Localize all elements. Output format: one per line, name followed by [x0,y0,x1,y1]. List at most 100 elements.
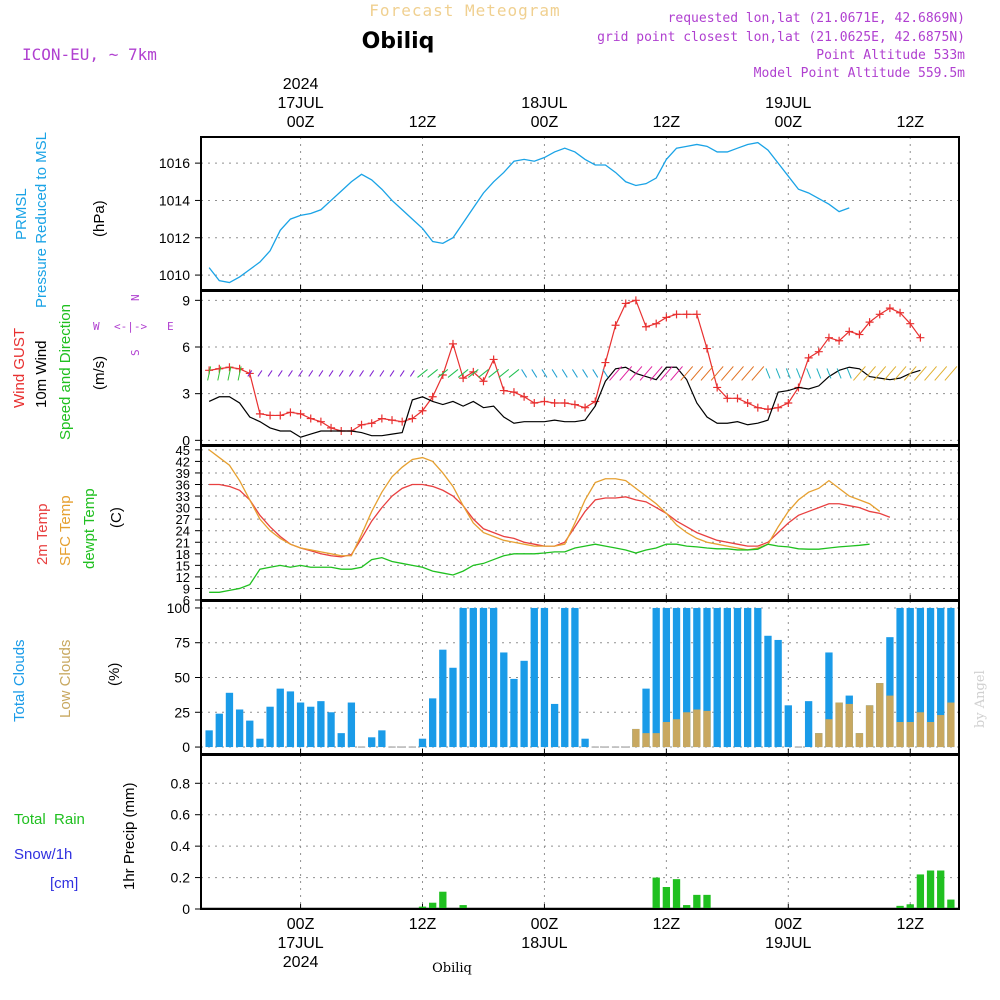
gust-marker [733,394,742,403]
rain-bar [439,891,447,909]
low-cloud-bar [926,722,935,748]
wind-arrow [751,366,765,381]
low-clouds-label: Low Clouds [57,640,74,718]
y-tick-label: 3 [182,386,190,402]
wind-arrow [551,369,558,378]
wind-arrow [700,366,714,381]
low-cloud-bar [825,719,833,748]
total-clouds-label: Total Clouds [11,639,28,722]
total-cloud-bar [804,701,813,748]
wind-arrow [853,366,866,381]
wind-arrow [478,369,489,378]
total-cloud-bar [703,607,711,748]
gust-marker [459,374,468,383]
top-time-label: 17JUL [277,95,323,112]
wind-arrow [267,370,273,377]
low-cloud-bar [703,710,711,748]
y-tick-label: 24 [176,524,190,539]
total-cloud-bar [937,607,945,748]
compass-south: S [129,349,142,356]
low-cloud-bar [896,722,904,748]
wind-arrow [437,369,449,378]
total-cloud-bar [672,607,681,748]
wind-arrow [765,368,771,379]
y-tick-label: 30 [176,501,190,516]
total-cloud-bar [916,607,925,748]
gust-marker [388,416,397,425]
gust-marker [875,310,884,319]
y-tick-label: 6 [183,593,190,608]
wind-arrow [934,366,948,381]
wind-arrow [883,366,897,381]
rain-bar [926,870,935,909]
product-title: Forecast Meteogram [369,1,560,20]
gust-marker [448,339,457,348]
low-cloud-bar [855,733,864,748]
panel-precipitation: 0 0.2 0.4 0.6 0.8 [171,754,960,917]
gust-marker [530,399,539,407]
wind-arrow [863,366,876,381]
low-cloud-bar [662,722,671,748]
wind-arrow [741,366,755,381]
wind-arrow [670,366,683,381]
y-tick-label: 33 [176,489,190,504]
wind-arrow [379,370,385,377]
total-cloud-bar [266,706,274,748]
gust-marker [367,419,376,428]
gust-marker [581,403,590,412]
temp-2m-label: 2m Temp [34,504,51,565]
gust-marker [672,310,681,319]
total-cloud-bar [581,738,589,748]
wind-arrow [680,366,694,381]
gust-marker [784,399,793,407]
wind-arrow [369,370,375,377]
total-cloud-bar [510,678,518,748]
model-name: ICON-EU, ~ 7km [22,45,157,64]
wind-arrow [659,366,673,381]
total-cloud-bar [337,733,345,748]
pressure-line [208,141,850,284]
rain-bar [703,894,711,909]
pressure-unit: (hPa) [91,200,108,237]
wind-arrow [247,370,253,377]
model-altitude: Model Point Altitude 559.5m [754,66,965,81]
gust-marker [255,409,264,418]
top-time-label: 12Z [653,114,681,131]
total-cloud-bar [276,688,284,748]
gust-marker [682,310,691,319]
wind-dir-label: Speed and Direction [57,304,74,440]
wind-arrow [619,366,633,381]
total-cloud-bar [723,607,731,748]
wind-arrow [359,370,364,377]
low-cloud-bar [865,705,874,748]
total-cloud-bar [550,703,559,748]
gust-marker [692,310,701,319]
gust-marker [266,411,275,420]
low-cloud-bar [835,702,843,748]
total-cloud-bar [459,607,467,748]
total-cloud-bar [368,737,376,748]
total-cloud-bar [205,730,213,748]
gust-marker [479,377,488,386]
top-time-label: 00Z [531,114,559,131]
gust-marker [885,304,894,313]
temp-line-2 [209,543,870,593]
y-tick-label: 0.6 [171,807,191,823]
gust-marker [520,392,529,401]
total-cloud-bar [784,705,792,748]
total-cloud-bar [347,702,356,748]
y-tick-label: 9 [183,581,190,596]
panel-wind: 0 3 6 9 [182,291,960,448]
low-cloud-bar [947,702,955,748]
rain-bar [916,874,925,909]
bottom-time-label: 18JUL [521,935,567,952]
low-cloud-bar [916,712,925,748]
precip-unit: 1hr Precip (mm) [121,782,138,890]
wind-arrow [338,370,344,377]
pressure-label: Pressure Reduced to MSL [33,132,50,308]
total-cloud-bar [215,713,223,748]
gust-marker [835,336,844,345]
gust-marker [611,321,620,330]
gust-marker [804,353,813,362]
